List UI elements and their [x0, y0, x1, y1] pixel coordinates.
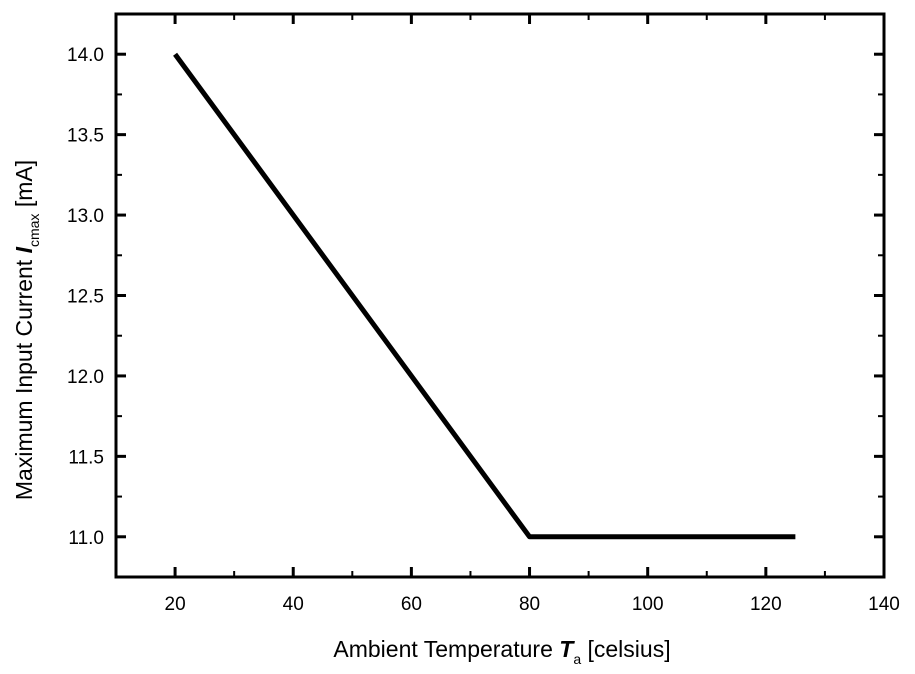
x-tick-label: 20 — [165, 594, 186, 615]
x-tick-label: 100 — [632, 594, 664, 615]
y-axis-title: Maximum Input Current Icmax [mA] — [11, 160, 42, 500]
y-axis-title-text: Maximum Input Current — [11, 253, 37, 500]
y-tick-label: 13.5 — [67, 126, 104, 147]
x-tick-label: 120 — [750, 594, 782, 615]
y-axis-title-subscript: cmax — [26, 214, 42, 247]
x-tick-label: 60 — [401, 594, 422, 615]
x-tick-labels: 20 40 60 80 100 120 140 — [165, 594, 900, 615]
x-axis-title: Ambient Temperature Ta [celsius] — [333, 636, 670, 667]
y-tick-label: 11.0 — [68, 528, 104, 549]
x-tick-label: 140 — [868, 594, 900, 615]
y-tick-label: 13.0 — [67, 206, 104, 227]
x-axis-title-text: Ambient Temperature — [333, 636, 559, 662]
y-tick-labels: 11.0 11.5 12.0 12.5 13.0 13.5 14.0 — [67, 45, 104, 549]
y-tick-label: 14.0 — [67, 45, 104, 66]
series-line — [173, 52, 796, 540]
major-ticks — [116, 14, 886, 577]
y-tick-label: 12.0 — [67, 367, 104, 388]
x-axis-title-unit: [celsius] — [581, 636, 670, 662]
plot-frame — [114, 12, 886, 579]
x-axis-title-subscript: a — [573, 651, 581, 667]
y-tick-label: 12.5 — [67, 287, 104, 308]
x-axis-title-symbol: T — [559, 636, 575, 662]
x-tick-label: 40 — [283, 594, 304, 615]
x-tick-label: 80 — [519, 594, 540, 615]
y-tick-label: 11.5 — [68, 447, 104, 468]
y-axis-title-unit: [mA] — [11, 160, 37, 214]
y-axis-title-symbol: I — [11, 246, 37, 253]
